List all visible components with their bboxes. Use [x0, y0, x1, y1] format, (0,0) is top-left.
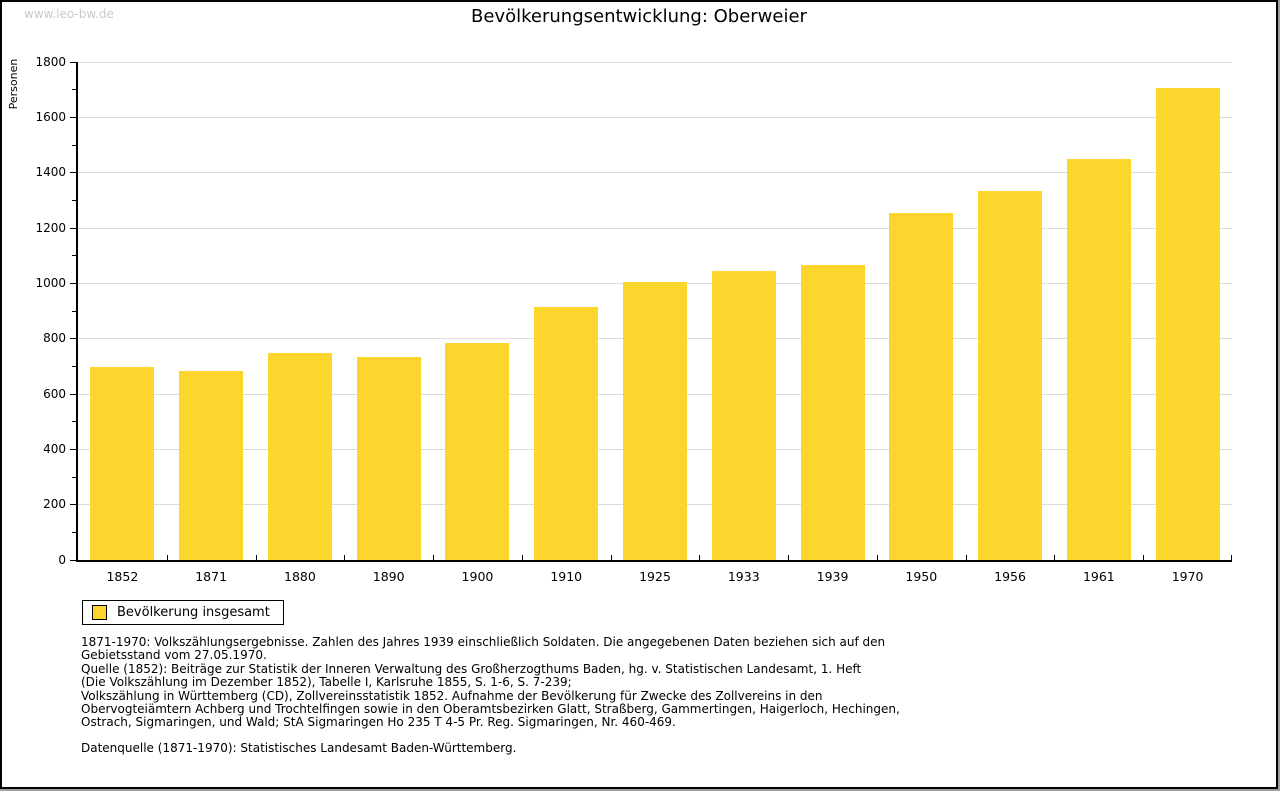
- x-axis-boundary-tick: [521, 555, 523, 560]
- y-axis-major-tick: [70, 282, 76, 284]
- legend-label: Bevölkerung insgesamt: [117, 605, 270, 620]
- footnote-line: Gebietsstand vom 27.05.1970.: [81, 648, 267, 663]
- legend: Bevölkerung insgesamt: [82, 600, 284, 625]
- bar: [356, 356, 421, 560]
- y-axis-major-tick: [70, 448, 76, 450]
- x-axis-tick-label: 1910: [550, 569, 583, 584]
- x-axis-tick-label: 1852: [106, 569, 139, 584]
- footnote-line: Ostrach, Sigmaringen, und Wald; StA Sigm…: [81, 715, 676, 730]
- y-axis-tick-label: 0: [58, 552, 66, 567]
- x-axis-boundary-tick: [610, 555, 612, 560]
- footnote-line: 1871-1970: Volkszählungsergebnisse. Zahl…: [81, 635, 886, 649]
- bar: [179, 371, 244, 560]
- x-axis-boundary-tick: [699, 555, 701, 560]
- bar: [623, 281, 687, 560]
- y-axis-tick-label: 1200: [35, 220, 66, 235]
- bar: [1066, 159, 1131, 560]
- x-axis-tick-label: 1970: [1171, 569, 1204, 584]
- y-axis-minor-tick: [72, 531, 76, 533]
- y-axis-major-tick: [70, 116, 76, 118]
- x-axis-tick-label: 1961: [1082, 569, 1115, 584]
- x-axis-tick-label: 1933: [727, 569, 760, 584]
- bar: [978, 190, 1043, 560]
- x-axis-line: [76, 560, 1232, 562]
- x-axis-tick-label: 1890: [372, 569, 405, 584]
- chart-title: Bevölkerungsentwicklung: Oberweier: [471, 6, 807, 27]
- x-axis-tick-label: 1871: [195, 569, 228, 584]
- x-axis-boundary-tick: [344, 555, 346, 560]
- x-axis-boundary-tick: [166, 555, 168, 560]
- bar-chart-plot-area: 0 200 400 600 800 1000 1200 1400 1600 1800 1852 187…: [35, 55, 1232, 584]
- x-axis-tick-label: 1900: [461, 569, 494, 584]
- footnote-line: Volkszählung in Württemberg (CD), Zollve…: [81, 688, 823, 703]
- gridline: [78, 116, 1232, 118]
- x-axis-tick-label: 1880: [284, 569, 316, 584]
- y-axis-tick-label: 600: [43, 386, 66, 401]
- y-axis-major-tick: [70, 393, 76, 395]
- x-axis-tick-label: 1925: [639, 569, 671, 584]
- y-axis-tick-label: 800: [43, 331, 66, 346]
- gridline: [78, 61, 1232, 63]
- y-axis-minor-tick: [72, 476, 76, 478]
- bar: [1155, 87, 1220, 560]
- footnote-line: Quelle (1852): Beiträge zur Statistik de…: [81, 661, 862, 676]
- watermark-url: www.leo-bw.de: [24, 7, 114, 21]
- y-axis-major-tick: [70, 227, 76, 229]
- bar: [445, 343, 510, 560]
- bar: [90, 367, 155, 560]
- x-axis-boundary-tick: [876, 555, 878, 560]
- y-axis-minor-tick: [72, 310, 76, 312]
- y-axis-minor-tick: [72, 255, 76, 257]
- x-axis-boundary-tick: [255, 555, 257, 560]
- x-axis-tick-label: 1950: [905, 569, 938, 584]
- gridline: [78, 227, 1232, 229]
- x-axis-boundary-tick: [1231, 555, 1232, 560]
- x-axis-boundary-tick: [1054, 555, 1056, 560]
- x-axis-boundary-tick: [965, 555, 967, 560]
- y-axis-minor-tick: [72, 421, 76, 423]
- y-axis-tick-label: 1800: [35, 54, 66, 69]
- y-axis-major-tick: [70, 559, 76, 561]
- y-axis-major-tick: [70, 504, 76, 506]
- bar: [267, 352, 332, 560]
- x-axis-boundary-tick: [433, 555, 435, 560]
- y-axis-tick-label: 1400: [35, 165, 66, 180]
- y-axis-minor-tick: [72, 199, 76, 201]
- x-axis-tick-label: 1956: [994, 569, 1026, 584]
- y-axis-minor-tick: [72, 365, 76, 367]
- footnote-line: Obervogteiämtern Achberg und Trochtelfin…: [81, 702, 900, 717]
- y-axis-tick-label: 200: [43, 497, 66, 512]
- y-axis-label: Personen: [7, 58, 20, 110]
- legend-swatch-icon: [92, 605, 107, 620]
- footnotes: 1871-1970: Volkszählungsergebnisse. Zahl…: [81, 635, 900, 730]
- datasource-note: Datenquelle (1871-1970): Statistisches L…: [81, 741, 517, 755]
- y-axis-line: [76, 62, 78, 562]
- bar: [534, 307, 599, 560]
- footnote-line: (Die Volkszählung im Dezember 1852), Tab…: [81, 675, 572, 690]
- y-axis-tick-label: 400: [43, 441, 66, 456]
- y-axis-major-tick: [70, 172, 76, 174]
- bar: [711, 271, 776, 560]
- x-axis-boundary-tick: [788, 555, 790, 560]
- x-axis-tick-label: 1939: [816, 569, 849, 584]
- x-axis-boundary-tick: [1143, 555, 1145, 560]
- y-axis-tick-label: 1600: [35, 109, 66, 124]
- y-axis-major-tick: [70, 61, 76, 63]
- bar: [889, 213, 954, 560]
- y-axis-minor-tick: [72, 144, 76, 146]
- y-axis-tick-label: 1000: [35, 275, 66, 290]
- gridline: [78, 172, 1232, 174]
- y-axis-minor-tick: [72, 89, 76, 91]
- y-axis-major-tick: [70, 338, 76, 340]
- bar: [800, 265, 865, 560]
